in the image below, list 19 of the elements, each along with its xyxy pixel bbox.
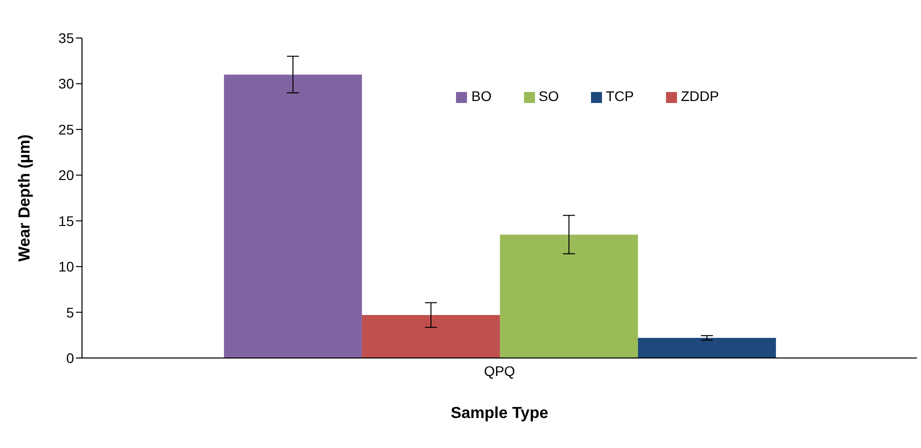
y-axis-title: Wear Depth (µm) (16, 134, 34, 262)
legend-label: SO (538, 88, 559, 104)
bar (224, 74, 362, 358)
y-tick-label: 15 (58, 212, 74, 229)
x-tick-label: QPQ (484, 362, 516, 379)
y-tick-label: 0 (66, 350, 74, 366)
x-axis-title: Sample Type (450, 405, 548, 422)
y-tick-label: 10 (58, 258, 74, 275)
legend-label: ZDDP (680, 88, 719, 104)
bar (362, 315, 500, 358)
legend-label: BO (471, 88, 492, 104)
bar (500, 234, 638, 358)
y-tick-label: 35 (58, 30, 74, 46)
y-tick-label: 5 (66, 304, 74, 320)
bar (638, 338, 776, 358)
y-tick-label: 25 (58, 121, 74, 138)
y-tick-label: 30 (58, 76, 74, 92)
legend-label: TCP (606, 88, 634, 104)
y-tick-label: 20 (58, 167, 74, 184)
